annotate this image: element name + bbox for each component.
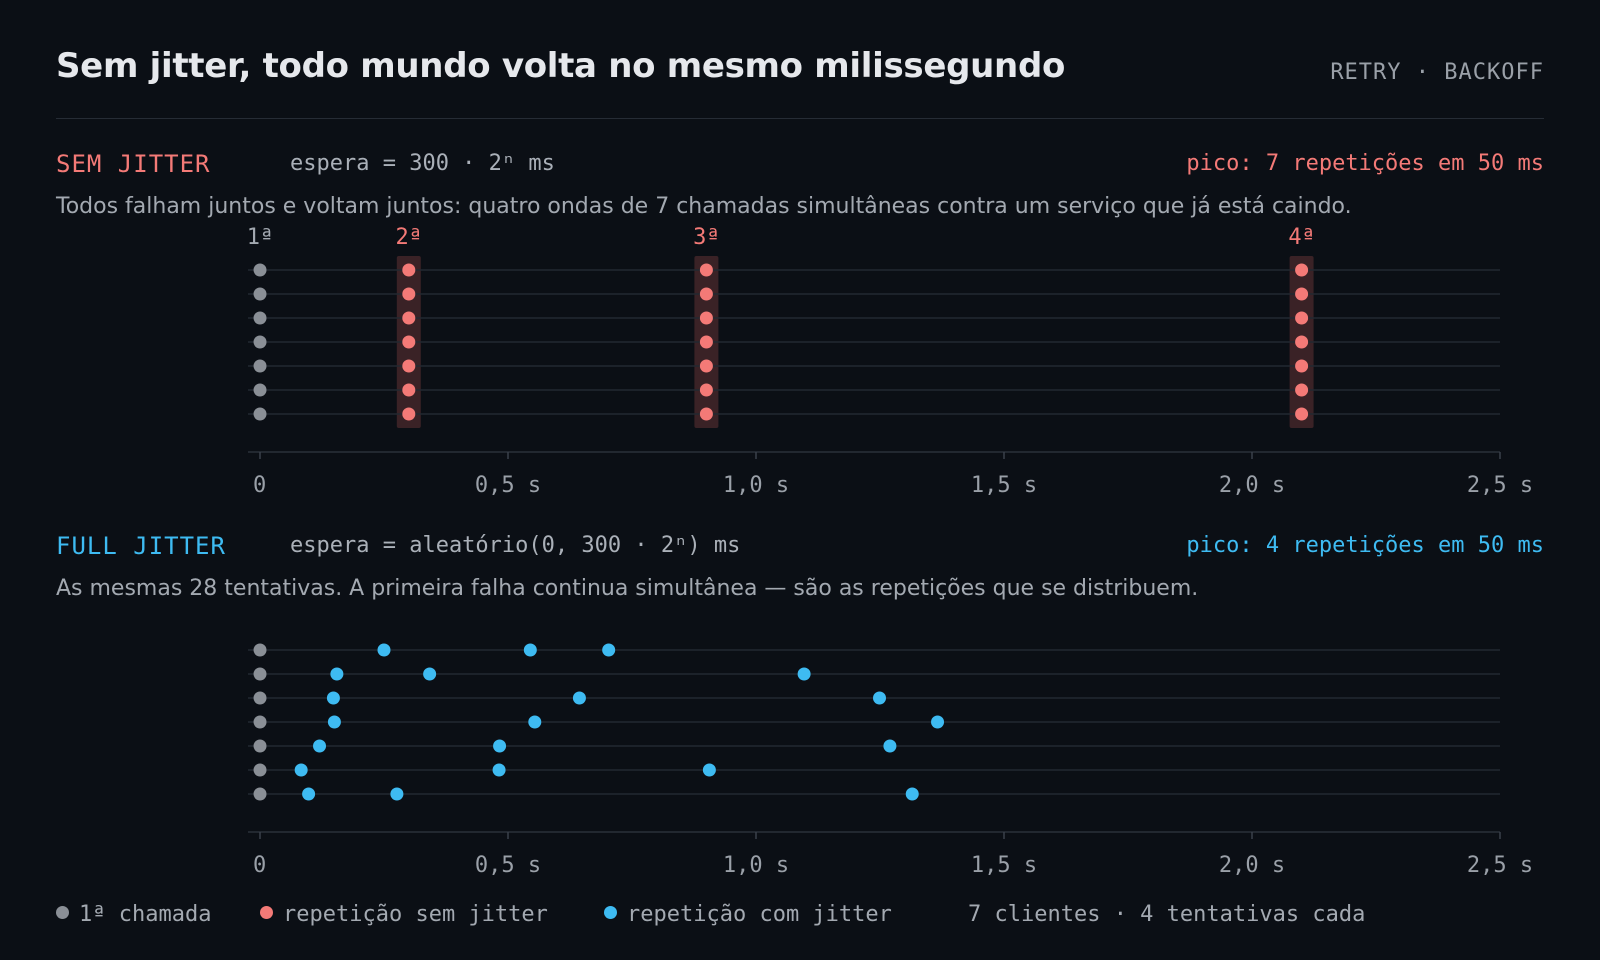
panel-label-jitter: FULL JITTER (56, 532, 226, 560)
retry-point-jitter (873, 691, 887, 705)
first-call-point (253, 739, 267, 753)
x-tick-label: 0 (253, 473, 266, 498)
wave-label: 3ª (693, 225, 720, 250)
retry-point-jitter (602, 643, 616, 657)
peak-jitter: pico: 4 repetições em 50 ms (1186, 533, 1544, 558)
first-call-point (253, 335, 267, 349)
retry-point-no-jitter (699, 407, 713, 421)
retry-point-jitter (330, 667, 344, 681)
legend-dot-jitter (604, 906, 617, 919)
retry-point-jitter (326, 691, 340, 705)
retry-point-no-jitter (402, 359, 416, 373)
legend-item-no-jitter: repetição sem jitter (260, 902, 548, 927)
first-call-point (253, 787, 267, 801)
retry-point-jitter (572, 691, 586, 705)
retry-point-jitter (523, 643, 537, 657)
retry-point-no-jitter (402, 335, 416, 349)
first-call-point (253, 311, 267, 325)
retry-point-no-jitter (1295, 287, 1309, 301)
retry-point-jitter (931, 715, 945, 729)
retry-point-jitter (883, 739, 897, 753)
legend-dot-first (56, 906, 69, 919)
retry-point-jitter (797, 667, 811, 681)
header: Sem jitter, todo mundo volta no mesmo mi… (56, 40, 1544, 119)
panel-header-jitter: FULL JITTER espera = aleatório(0, 300 · … (56, 532, 1544, 564)
retry-point-no-jitter (699, 359, 713, 373)
legend-item-jitter: repetição com jitter (604, 902, 892, 927)
first-call-point (253, 643, 267, 657)
section-kicker: RETRY · BACKOFF (1330, 60, 1544, 85)
first-call-point (253, 407, 267, 421)
retry-point-jitter (390, 787, 404, 801)
retry-point-jitter (302, 787, 316, 801)
retry-point-jitter (702, 763, 716, 777)
x-tick-label: 1,5 s (971, 473, 1037, 498)
retry-point-no-jitter (1295, 335, 1309, 349)
x-tick-label: 2,5 s (1467, 473, 1533, 498)
retry-point-jitter (377, 643, 391, 657)
x-tick-label: 0,5 s (475, 853, 541, 878)
retry-point-no-jitter (699, 263, 713, 277)
retry-point-jitter (905, 787, 919, 801)
panel-header-no-jitter: SEM JITTER espera = 300 · 2ⁿ ms pico: 7 … (56, 150, 1544, 182)
retry-point-no-jitter (1295, 311, 1309, 325)
first-call-point (253, 667, 267, 681)
formula-jitter: espera = aleatório(0, 300 · 2ⁿ) ms (290, 533, 741, 558)
legend-label-jitter: repetição com jitter (627, 902, 892, 927)
retry-point-no-jitter (1295, 359, 1309, 373)
retry-point-jitter (313, 739, 327, 753)
retry-point-no-jitter (402, 383, 416, 397)
x-tick-label: 2,5 s (1467, 853, 1533, 878)
legend-dot-no-jitter (260, 906, 273, 919)
wave-label: 2ª (396, 225, 423, 250)
legend-label-no-jitter: repetição sem jitter (283, 902, 548, 927)
retry-point-no-jitter (699, 287, 713, 301)
wave-label: 4ª (1288, 225, 1315, 250)
retry-point-jitter (492, 763, 506, 777)
retry-point-no-jitter (402, 407, 416, 421)
description-jitter: As mesmas 28 tentativas. A primeira falh… (56, 576, 1199, 601)
first-call-point (253, 263, 267, 277)
x-tick-label: 0,5 s (475, 473, 541, 498)
x-tick-label: 2,0 s (1219, 473, 1285, 498)
x-tick-label: 1,0 s (723, 473, 789, 498)
legend-label-first: 1ª chamada (79, 902, 212, 927)
page-title: Sem jitter, todo mundo volta no mesmo mi… (56, 46, 1066, 86)
retry-point-no-jitter (1295, 263, 1309, 277)
retry-point-jitter (493, 739, 507, 753)
legend-note: 7 clientes · 4 tentativas cada (968, 902, 1366, 927)
first-call-point (253, 691, 267, 705)
x-tick-label: 2,0 s (1219, 853, 1285, 878)
first-call-point (253, 763, 267, 777)
first-call-point (253, 359, 267, 373)
retry-point-jitter (327, 715, 341, 729)
description-no-jitter: Todos falham juntos e voltam juntos: qua… (56, 194, 1352, 219)
wave-label: 1ª (247, 225, 274, 250)
x-tick-label: 1,5 s (971, 853, 1037, 878)
peak-no-jitter: pico: 7 repetições em 50 ms (1186, 151, 1544, 176)
first-call-point (253, 287, 267, 301)
retry-point-jitter (528, 715, 542, 729)
retry-point-no-jitter (1295, 383, 1309, 397)
retry-point-no-jitter (402, 311, 416, 325)
panel-label-no-jitter: SEM JITTER (56, 150, 211, 178)
retry-point-no-jitter (402, 263, 416, 277)
legend-item-first: 1ª chamada (56, 902, 211, 927)
retry-point-no-jitter (699, 311, 713, 325)
retry-point-no-jitter (699, 383, 713, 397)
x-tick-label: 0 (253, 853, 266, 878)
retry-point-no-jitter (402, 287, 416, 301)
retry-point-no-jitter (699, 335, 713, 349)
first-call-point (253, 383, 267, 397)
retry-point-jitter (294, 763, 308, 777)
x-tick-label: 1,0 s (723, 853, 789, 878)
formula-no-jitter: espera = 300 · 2ⁿ ms (290, 151, 555, 176)
retry-point-no-jitter (1295, 407, 1309, 421)
retry-point-jitter (423, 667, 437, 681)
first-call-point (253, 715, 267, 729)
